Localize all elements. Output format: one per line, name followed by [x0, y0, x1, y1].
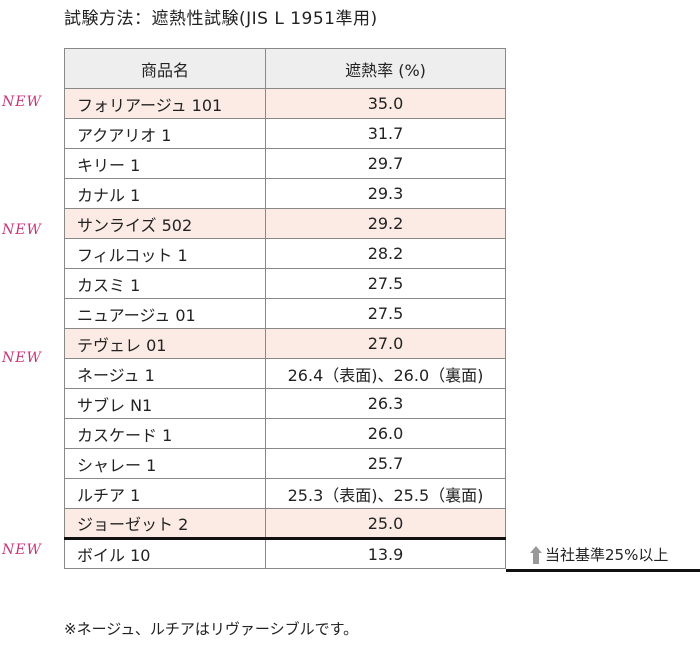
- heat-rate: 25.7: [265, 448, 506, 479]
- product-name: サンライズ 502: [64, 208, 266, 239]
- product-name: ジョーゼット 2: [64, 508, 266, 540]
- heat-rate: 35.0: [265, 88, 506, 119]
- product-name: シャレー 1: [64, 448, 266, 479]
- table-row: ルチア 1 25.3（表面)、25.5（裏面): [64, 478, 506, 509]
- new-badge: NEW: [2, 350, 42, 366]
- table-row: アクアリオ 1 31.7: [64, 118, 506, 149]
- table-row: テヴェレ 01 27.0: [64, 328, 506, 359]
- threshold-text: 当社基準25%以上: [545, 546, 669, 564]
- product-name: ボイル 10: [64, 538, 266, 569]
- product-name: カナル 1: [64, 178, 266, 209]
- test-method-title: 試験方法：遮熱性試験(JIS L 1951準用): [64, 9, 378, 29]
- table-row: カナル 1 29.3: [64, 178, 506, 209]
- heat-rate: 27.5: [265, 268, 506, 299]
- column-header-rate: 遮熱率 (%): [265, 48, 506, 89]
- footnote: ※ネージュ、ルチアはリヴァーシブルです。: [64, 620, 359, 638]
- product-name: サブレ N1: [64, 388, 266, 419]
- threshold-line: [506, 569, 700, 572]
- threshold-label: 当社基準25%以上: [530, 544, 668, 565]
- column-header-product: 商品名: [64, 48, 266, 89]
- heat-rate: 29.7: [265, 148, 506, 179]
- table-row: サブレ N1 26.3: [64, 388, 506, 419]
- table-row: カスケード 1 26.0: [64, 418, 506, 449]
- product-name: カスミ 1: [64, 268, 266, 299]
- new-badge: NEW: [2, 222, 42, 238]
- product-name: カスケード 1: [64, 418, 266, 449]
- heat-rate: 29.2: [265, 208, 506, 239]
- table-row: ネージュ 1 26.4（表面)、26.0（裏面): [64, 358, 506, 389]
- table-row: キリー 1 29.7: [64, 148, 506, 179]
- table-row: ジョーゼット 2 25.0: [64, 508, 506, 540]
- heat-rate: 25.3（表面)、25.5（裏面): [265, 478, 506, 509]
- product-name: ニュアージュ 01: [64, 298, 266, 329]
- table-header-row: 商品名 遮熱率 (%): [64, 48, 506, 89]
- heat-rate: 13.9: [265, 538, 506, 569]
- heat-rate: 27.5: [265, 298, 506, 329]
- heat-rate: 26.0: [265, 418, 506, 449]
- heat-rate: 28.2: [265, 238, 506, 269]
- table-row: ボイル 10 13.9: [64, 538, 506, 569]
- heat-rate: 27.0: [265, 328, 506, 359]
- heat-rate: 29.3: [265, 178, 506, 209]
- heat-rate: 25.0: [265, 508, 506, 540]
- heat-shield-table: 商品名 遮熱率 (%) フォリアージュ 101 35.0 アクアリオ 1 31.7 …: [64, 48, 506, 569]
- table-row: ニュアージュ 01 27.5: [64, 298, 506, 329]
- heat-rate: 31.7: [265, 118, 506, 149]
- product-name: フィルコット 1: [64, 238, 266, 269]
- table-row: フィルコット 1 28.2: [64, 238, 506, 269]
- product-name: キリー 1: [64, 148, 266, 179]
- new-badge: NEW: [2, 94, 42, 110]
- heat-rate: 26.3: [265, 388, 506, 419]
- product-name: ネージュ 1: [64, 358, 266, 389]
- table-row: シャレー 1 25.7: [64, 448, 506, 479]
- product-name: アクアリオ 1: [64, 118, 266, 149]
- heat-rate: 26.4（表面)、26.0（裏面): [265, 358, 506, 389]
- arrow-up-icon: [530, 545, 542, 564]
- product-name: テヴェレ 01: [64, 328, 266, 359]
- table-row: カスミ 1 27.5: [64, 268, 506, 299]
- table-row: サンライズ 502 29.2: [64, 208, 506, 239]
- product-name: ルチア 1: [64, 478, 266, 509]
- product-name: フォリアージュ 101: [64, 88, 266, 119]
- new-badge: NEW: [2, 542, 42, 558]
- table-row: フォリアージュ 101 35.0: [64, 88, 506, 119]
